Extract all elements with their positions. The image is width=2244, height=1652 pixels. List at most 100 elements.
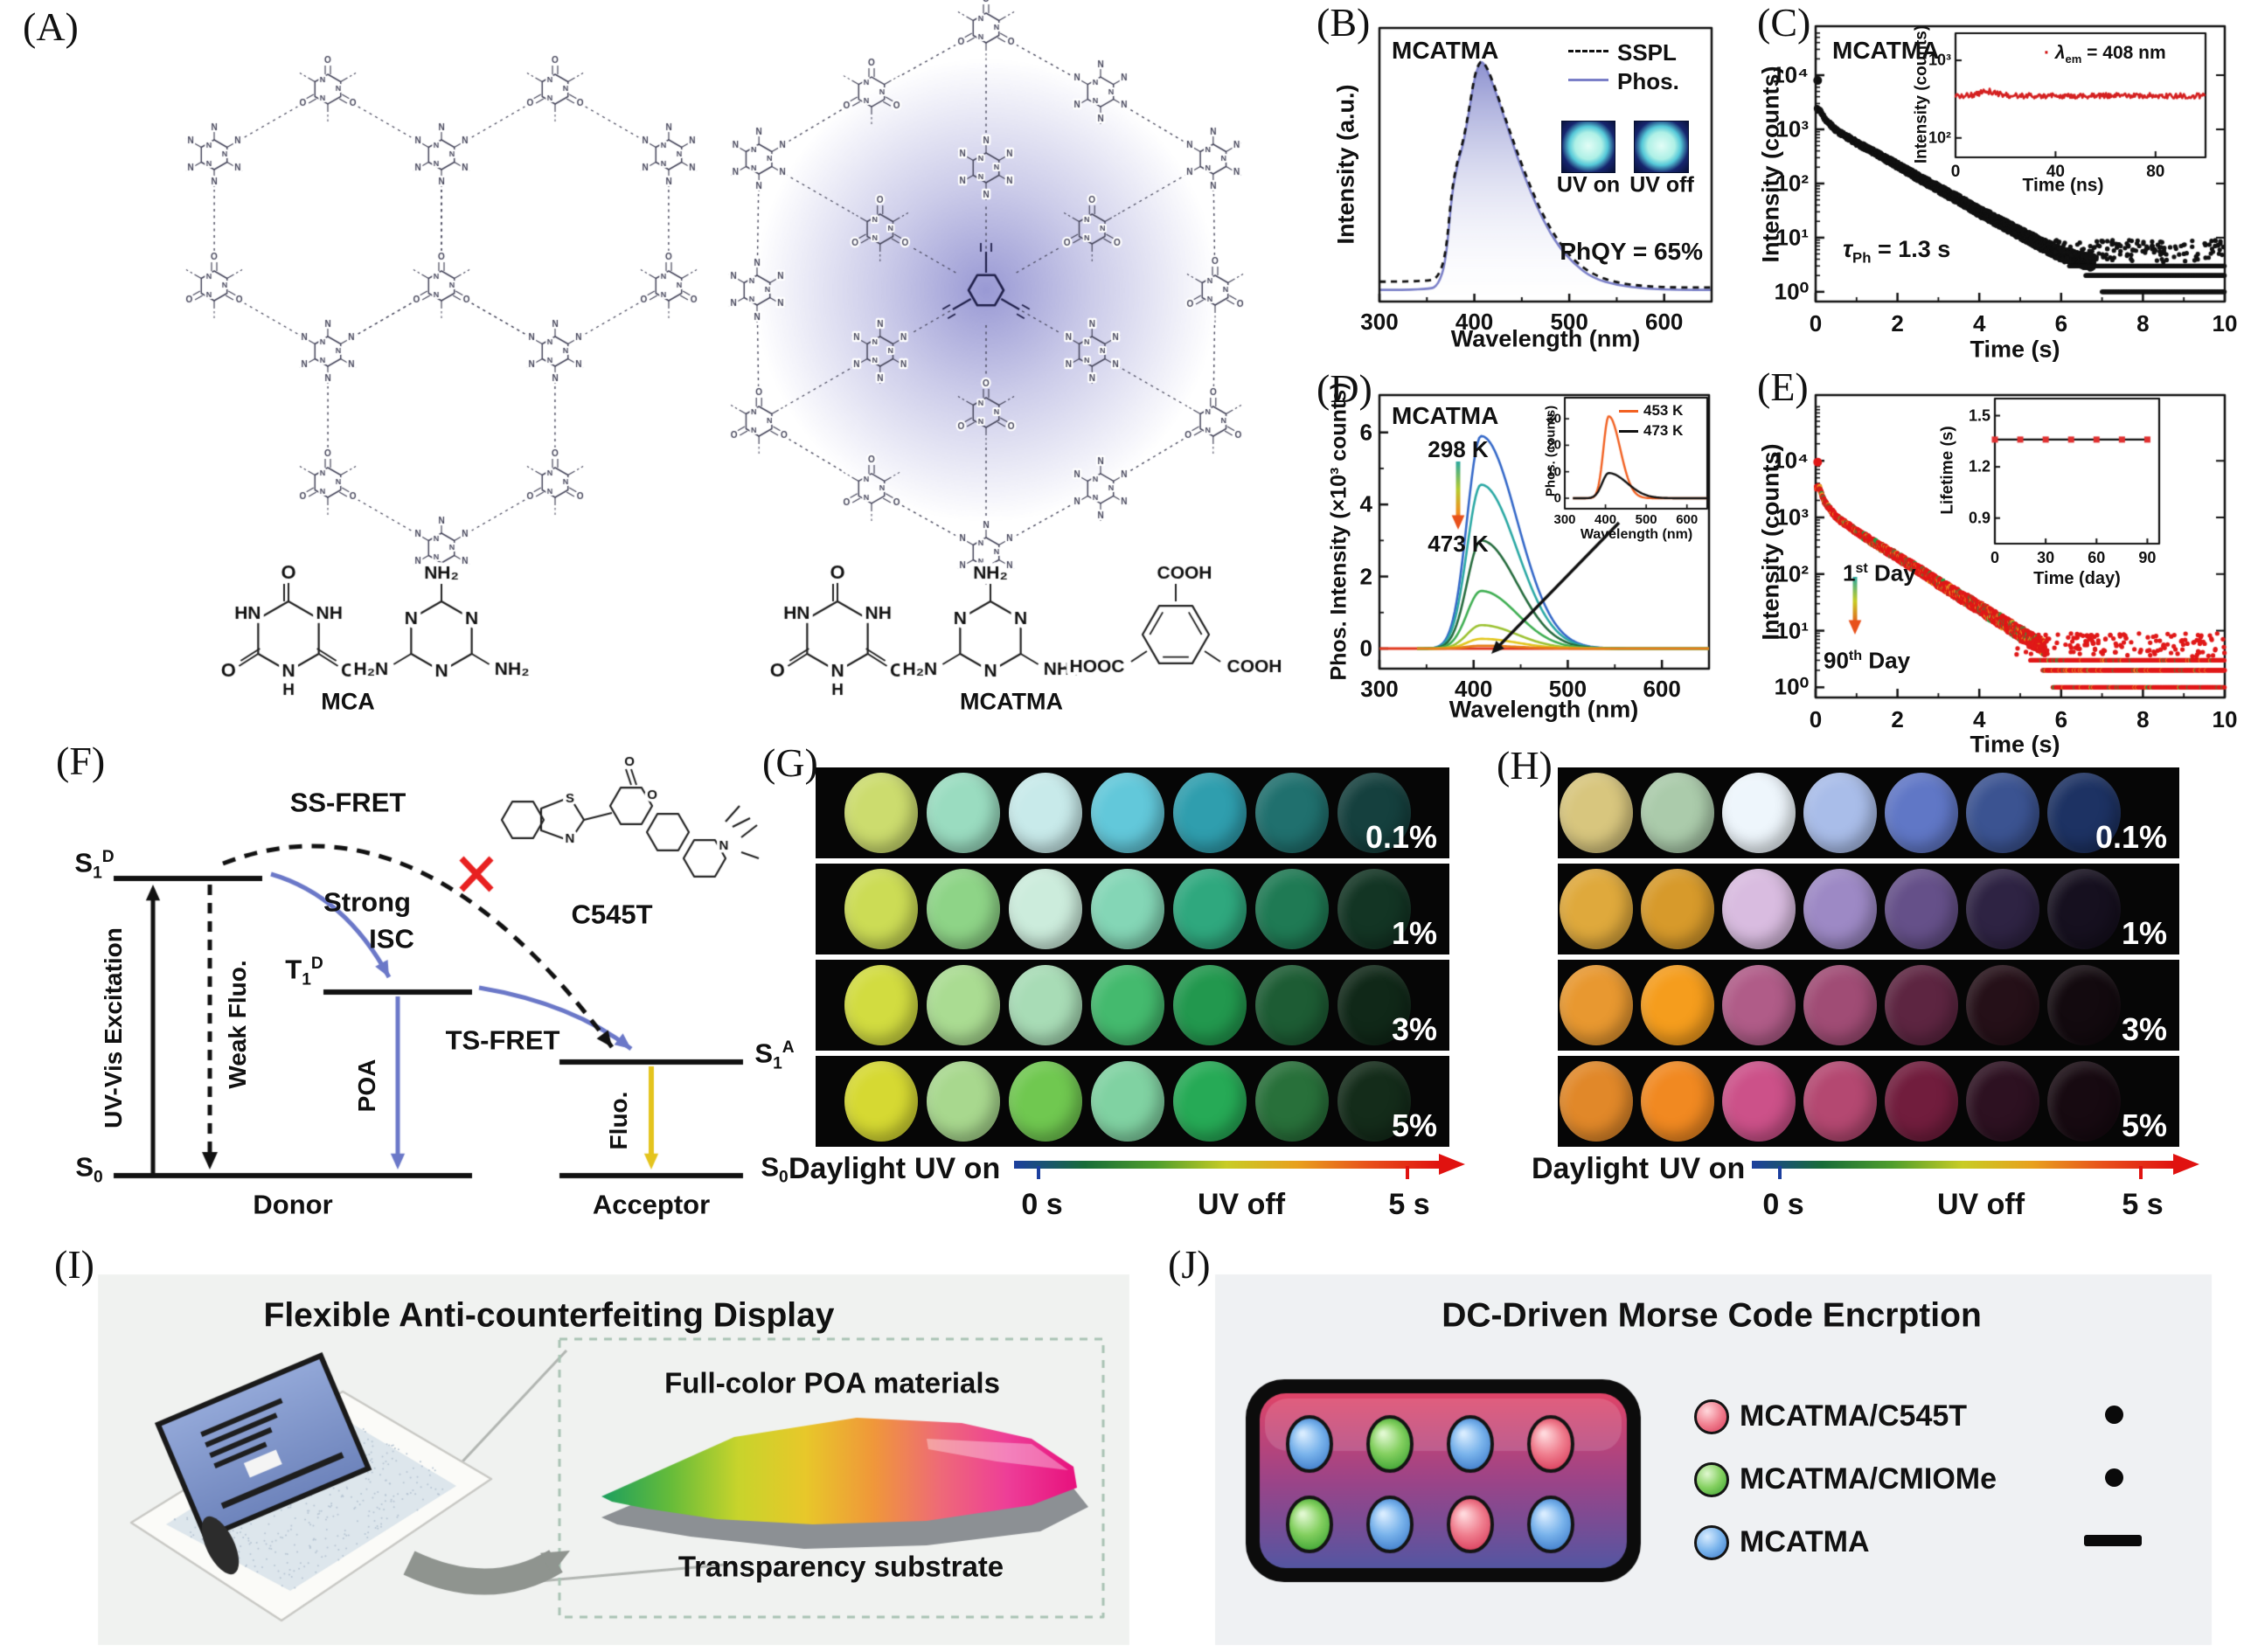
tick-label: 600 (1676, 512, 1699, 527)
film-label: Full-color POA materials (664, 1366, 1000, 1399)
s0-donor-label: S0 (75, 1151, 103, 1187)
tick-label: 10² (1775, 560, 1809, 587)
concentration-label: 3% (1391, 1011, 1437, 1047)
powder-sample (1337, 773, 1411, 853)
tick-label: 10¹ (1775, 617, 1809, 644)
powder-sample (1091, 869, 1164, 949)
powder-sample (1803, 869, 1877, 949)
mcatma-label: MCATMA (960, 688, 1063, 715)
legend-c545t-label: MCATMA/C545T (1740, 1399, 1968, 1433)
panelG-uvoff-label: UV off (1197, 1188, 1286, 1221)
panelG-tick-5s (1406, 1166, 1409, 1179)
tick-label: 10⁴ (1772, 447, 1809, 474)
panel-letter-e: (E) (1757, 364, 1809, 409)
panelB-ylabel: Intensity (a.u.) (1332, 84, 1359, 245)
panelH-colorbar (1752, 1161, 2173, 1169)
uv-off-caption: UV off (1629, 172, 1694, 198)
powder-sample (1966, 773, 2039, 853)
morse-dot-1 (2105, 1406, 2123, 1424)
powder-sample (2047, 1061, 2121, 1142)
powder-sample (927, 773, 1000, 853)
powder-sample (1803, 965, 1877, 1045)
temp-298: 298 K (1428, 436, 1489, 462)
isc-label: ISC (369, 923, 414, 954)
concentration-label: 3% (2121, 1011, 2167, 1047)
substrate-label: Transparency substrate (677, 1550, 1004, 1583)
concentration-label: 0.1% (2095, 819, 2167, 855)
powder-sample (1722, 965, 1796, 1045)
tick-label: 4 (1972, 706, 1986, 732)
tick-label: 400 (1455, 676, 1493, 702)
panelD-inset-xlabel: Wavelength (nm) (1580, 527, 1693, 542)
tick-label: 10⁰ (1774, 673, 1809, 700)
panelE-inset-xlabel: Time (day) (2033, 569, 2121, 588)
powder-sample (1009, 773, 1082, 853)
concentration-label: 0.1% (1365, 819, 1437, 855)
tick-label: 6 (1359, 419, 1372, 446)
panelH-0s-label: 0 s (1762, 1188, 1804, 1221)
powder-sample (1255, 1061, 1329, 1142)
tick-label: 0 (1950, 163, 1961, 181)
day90-label: 90th Day (1824, 647, 1911, 674)
powder-sample (844, 965, 918, 1045)
panelJ-title: DC-Driven Morse Code Encrption (1442, 1296, 1982, 1335)
powder-sample (1560, 1061, 1633, 1142)
powder-sample (1966, 965, 2039, 1045)
powder-sample (844, 1061, 918, 1142)
phqy-annotation: PhQY = 65% (1560, 238, 1703, 265)
donor-label: Donor (253, 1189, 333, 1220)
powder-sample (1560, 965, 1633, 1045)
powder-sample (1173, 869, 1247, 949)
panelC-inset-xlabel: Time (ns) (2022, 175, 2104, 196)
legend-453-line (1619, 410, 1638, 413)
panelG-tick-0s (1037, 1166, 1040, 1179)
panelG-0s-label: 0 s (1021, 1188, 1063, 1221)
powder-sample (2047, 869, 2121, 949)
legend-cmiome-label: MCATMA/CMIOMe (1740, 1462, 1997, 1496)
uv-on-caption: UV on (1556, 172, 1621, 198)
tick-label: 0 (1990, 549, 2000, 566)
tick-label: 40 (2046, 163, 2065, 181)
sspl-legend-line (1568, 50, 1608, 52)
tick-label: 10⁴ (1772, 61, 1809, 88)
tau-annotation: τPh = 1.3 s (1843, 236, 1951, 267)
powder-sample (1722, 773, 1796, 853)
tick-label: 0 (1359, 635, 1372, 662)
concentration-label: 1% (1391, 915, 1437, 951)
powder-sample (927, 869, 1000, 949)
panel-letter-g: (G) (762, 740, 818, 785)
powder-sample (1009, 869, 1082, 949)
powder-sample (1722, 869, 1796, 949)
powder-sample (844, 773, 918, 853)
tick-label: 10³ (1775, 115, 1809, 142)
powder-sample (1560, 773, 1633, 853)
powder-sample (1722, 1061, 1796, 1142)
mca-label: MCA (321, 688, 375, 715)
powder-strip-3%: 3% (816, 960, 1449, 1051)
panelC-inset-ylabel: Intensity (counts) (1912, 24, 1931, 164)
weak-fluo-label: Weak Fluo. (224, 960, 251, 1089)
panelI-title: Flexible Anti-counterfeiting Display (263, 1296, 835, 1335)
legend-green-circle (1694, 1462, 1729, 1497)
uv-on-photo (1561, 121, 1615, 173)
tick-label: 0 (1809, 310, 1823, 337)
powder-sample (844, 869, 918, 949)
powder-strip-5%: 5% (816, 1056, 1449, 1147)
powder-sample (1255, 869, 1329, 949)
panelG-daylight-label: Daylight (789, 1152, 907, 1185)
tick-label: 6 (2054, 310, 2068, 337)
panelB-xlabel: Wavelength (nm) (1450, 325, 1641, 352)
panel-letter-a: (A) (23, 4, 79, 49)
tick-label: 500 (1635, 512, 1657, 527)
concentration-label: 1% (2121, 915, 2167, 951)
panelH-tick-0s (1778, 1166, 1782, 1179)
c545t-label: C545T (571, 899, 653, 930)
panelH-tick-5s (2139, 1166, 2143, 1179)
powder-sample (1885, 773, 1958, 853)
powder-sample (1091, 965, 1164, 1045)
tick-label: 2 (1359, 563, 1372, 590)
tick-label: 60 (2088, 549, 2106, 566)
tick-label: 10 (2212, 706, 2238, 732)
tick-label: 600 (1643, 676, 1681, 702)
tick-label: 2 (1891, 706, 1904, 732)
